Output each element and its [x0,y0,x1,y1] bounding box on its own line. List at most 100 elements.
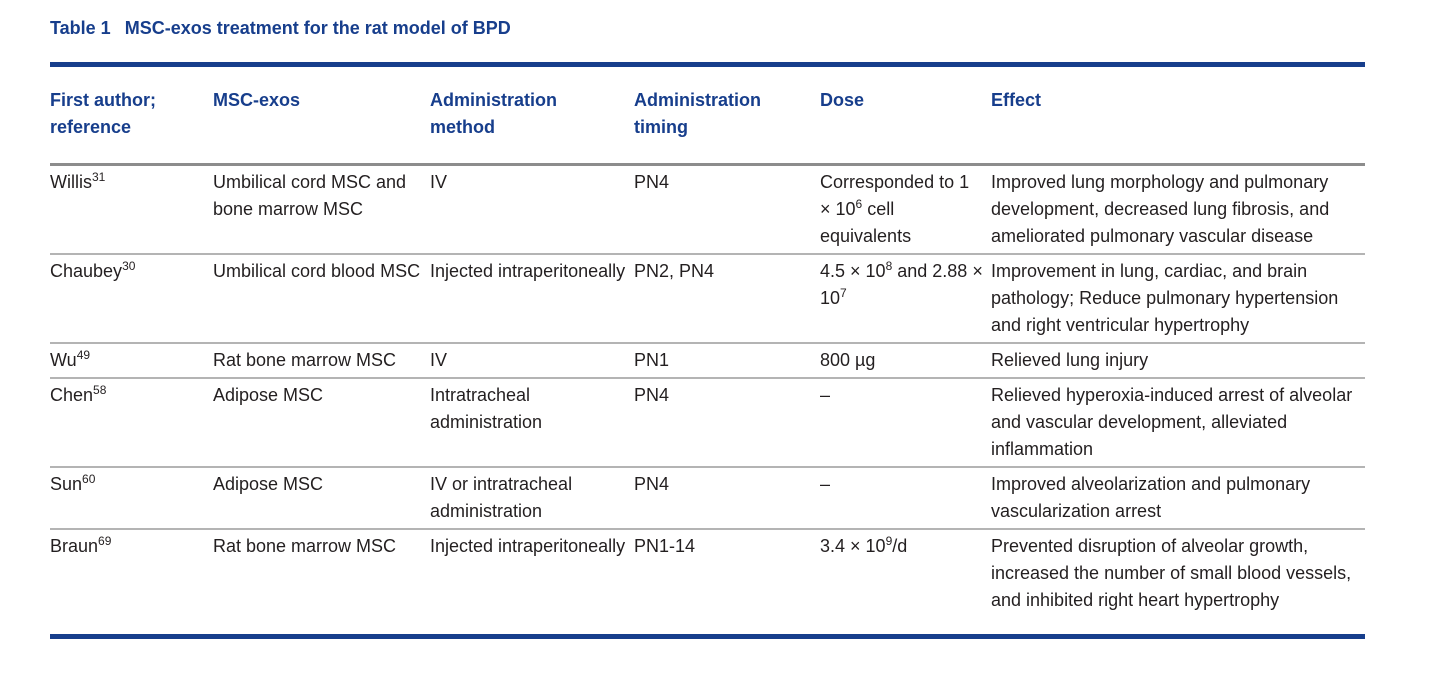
cell-text: PN4 [634,474,670,494]
table-body: Willis31 Umbilical cord MSC and bone marr… [50,165,1365,635]
table-cell: Rat bone marrow MSC [213,343,430,378]
cell-text: PN2, PN4 [634,261,715,281]
table-cell: – [820,378,991,467]
table-cell: IV or intratracheal administration [430,467,634,529]
table-cell: Adipose MSC [213,467,430,529]
cell-text: Injected intraperitoneally [430,536,626,556]
table-cell: Relieved lung injury [991,343,1365,378]
table-cell: Intratracheal administration [430,378,634,467]
column-header: Administration method [430,90,558,137]
table-cell: Chen58 [50,378,213,467]
cell-text: Improved lung morphology and pulmonary d… [991,172,1330,246]
table-cell: PN1-14 [634,529,820,634]
cell-text: – [820,385,831,405]
table-cell: 800 µg [820,343,991,378]
bottom-rule [50,634,1365,639]
table-cell: 3.4 × 109/d [820,529,991,634]
cell-text: Corresponded to 1 × 10 [820,172,970,219]
reference-superscript: 69 [98,534,112,548]
table-row: Wu49 Rat bone marrow MSC IV PN1 800 µg Reliev… [50,343,1365,378]
cell-text: PN4 [634,172,670,192]
cell-text: Willis [50,172,92,192]
cell-text: cell equivalents [820,199,912,246]
header-row: First author; reference MSC-exos Administr… [50,64,1365,165]
cell-text: 800 µg [820,350,876,370]
table-cell: Improved alveolarization and pulmonary v… [991,467,1365,529]
cell-text: Prevented disruption of alveolar growth,… [991,536,1352,610]
table-caption: MSC-exos treatment for the rat model of … [124,18,511,38]
reference-superscript: 58 [93,383,107,397]
table-cell: Umbilical cord MSC and bone marrow MSC [213,165,430,255]
table-cell: Prevented disruption of alveolar growth,… [991,529,1365,634]
cell-text: Relieved hyperoxia-induced arrest of alv… [991,385,1353,459]
table-cell: Improvement in lung, cardiac, and brain … [991,254,1365,343]
table-cell: PN4 [634,378,820,467]
cell-text: Wu [50,350,77,370]
table-title: Table 1 MSC-exos treatment for the rat mo… [50,18,511,39]
reference-superscript: 6 [855,197,863,211]
cell-text: Adipose MSC [213,385,324,405]
table: First author; reference MSC-exos Administr… [50,62,1365,634]
cell-text: 3.4 × 10 [820,536,886,556]
cell-text: Improvement in lung, cardiac, and brain … [991,261,1339,335]
cell-text: Umbilical cord MSC and bone marrow MSC [213,172,407,219]
table-cell: Adipose MSC [213,378,430,467]
cell-text: Intratracheal administration [430,385,543,432]
table-cell: Sun60 [50,467,213,529]
reference-superscript: 60 [82,472,96,486]
column-header: First author; reference [50,90,156,137]
table-cell: Wu49 [50,343,213,378]
cell-text: IV [430,350,448,370]
table-row: Willis31 Umbilical cord MSC and bone marr… [50,165,1365,255]
column-header: Dose [820,90,865,110]
cell-text: PN1-14 [634,536,696,556]
cell-text: PN4 [634,385,670,405]
table-cell: IV [430,165,634,255]
table-row: Chen58 Adipose MSC Intratracheal administr… [50,378,1365,467]
table-cell: Injected intraperitoneally [430,529,634,634]
table-cell: IV [430,343,634,378]
column-header: MSC-exos [213,90,301,110]
reference-superscript: 31 [92,170,106,184]
table-cell: Improved lung morphology and pulmonary d… [991,165,1365,255]
cell-text: PN1 [634,350,670,370]
table-row: Sun60 Adipose MSC IV or intratracheal admi… [50,467,1365,529]
table-cell: Chaubey30 [50,254,213,343]
table-cell: PN1 [634,343,820,378]
table-row: Braun69 Rat bone marrow MSC Injected intra… [50,529,1365,634]
cell-text: Chen [50,385,94,405]
cell-text: Improved alveolarization and pulmonary v… [991,474,1311,521]
cell-text: and 2.88 × 10 [820,261,983,308]
cell-text: /d [892,536,908,556]
table-cell: Braun69 [50,529,213,634]
table-cell: Umbilical cord blood MSC [213,254,430,343]
cell-text: Chaubey [50,261,123,281]
reference-superscript: 8 [885,259,893,273]
cell-text: 4.5 × 10 [820,261,886,281]
cell-text: Injected intraperitoneally [430,261,626,281]
cell-text: Braun [50,536,99,556]
table-cell: – [820,467,991,529]
cell-text: Adipose MSC [213,474,324,494]
cell-text: Umbilical cord blood MSC [213,261,421,281]
table-row: Chaubey30 Umbilical cord blood MSC Injecte… [50,254,1365,343]
table-cell: PN2, PN4 [634,254,820,343]
reference-superscript: 9 [885,534,893,548]
table-cell: Injected intraperitoneally [430,254,634,343]
cell-text: IV [430,172,448,192]
table-cell: 4.5 × 108 and 2.88 × 107 [820,254,991,343]
table-cell: Rat bone marrow MSC [213,529,430,634]
reference-superscript: 30 [122,259,136,273]
column-header: Effect [991,90,1042,110]
cell-text: Rat bone marrow MSC [213,350,397,370]
table-cell: Relieved hyperoxia-induced arrest of alv… [991,378,1365,467]
cell-text: IV or intratracheal administration [430,474,573,521]
cell-text: Sun [50,474,83,494]
table-cell: Corresponded to 1 × 106 cell equivalents [820,165,991,255]
column-header: Administration timing [634,90,762,137]
table-label: Table 1 [50,18,111,38]
cell-text: Relieved lung injury [991,350,1149,370]
table-cell: PN4 [634,165,820,255]
reference-superscript: 7 [840,286,847,300]
